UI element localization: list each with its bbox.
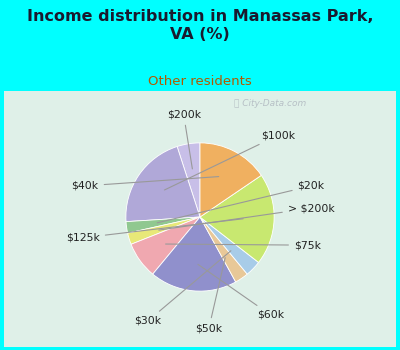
Text: > $200k: > $200k bbox=[159, 203, 334, 230]
Text: $50k: $50k bbox=[195, 258, 225, 333]
Text: $200k: $200k bbox=[167, 110, 201, 169]
Wedge shape bbox=[200, 143, 261, 217]
Text: $60k: $60k bbox=[198, 264, 284, 320]
Wedge shape bbox=[200, 175, 274, 262]
Text: $100k: $100k bbox=[164, 131, 295, 190]
Text: Income distribution in Manassas Park,
VA (%): Income distribution in Manassas Park, VA… bbox=[27, 9, 373, 42]
Text: Other residents: Other residents bbox=[148, 75, 252, 88]
Bar bbox=[4, 91, 396, 346]
Wedge shape bbox=[126, 217, 200, 233]
Wedge shape bbox=[131, 217, 200, 274]
Wedge shape bbox=[128, 217, 200, 244]
Text: ⓘ City-Data.com: ⓘ City-Data.com bbox=[234, 99, 307, 107]
Text: $75k: $75k bbox=[166, 240, 321, 250]
Text: $30k: $30k bbox=[134, 251, 231, 326]
Text: $20k: $20k bbox=[157, 181, 325, 223]
Wedge shape bbox=[177, 143, 200, 217]
Wedge shape bbox=[126, 147, 200, 222]
Wedge shape bbox=[200, 217, 247, 282]
Text: $125k: $125k bbox=[66, 219, 243, 243]
Wedge shape bbox=[200, 217, 258, 274]
Text: $40k: $40k bbox=[72, 177, 219, 191]
Wedge shape bbox=[153, 217, 236, 291]
